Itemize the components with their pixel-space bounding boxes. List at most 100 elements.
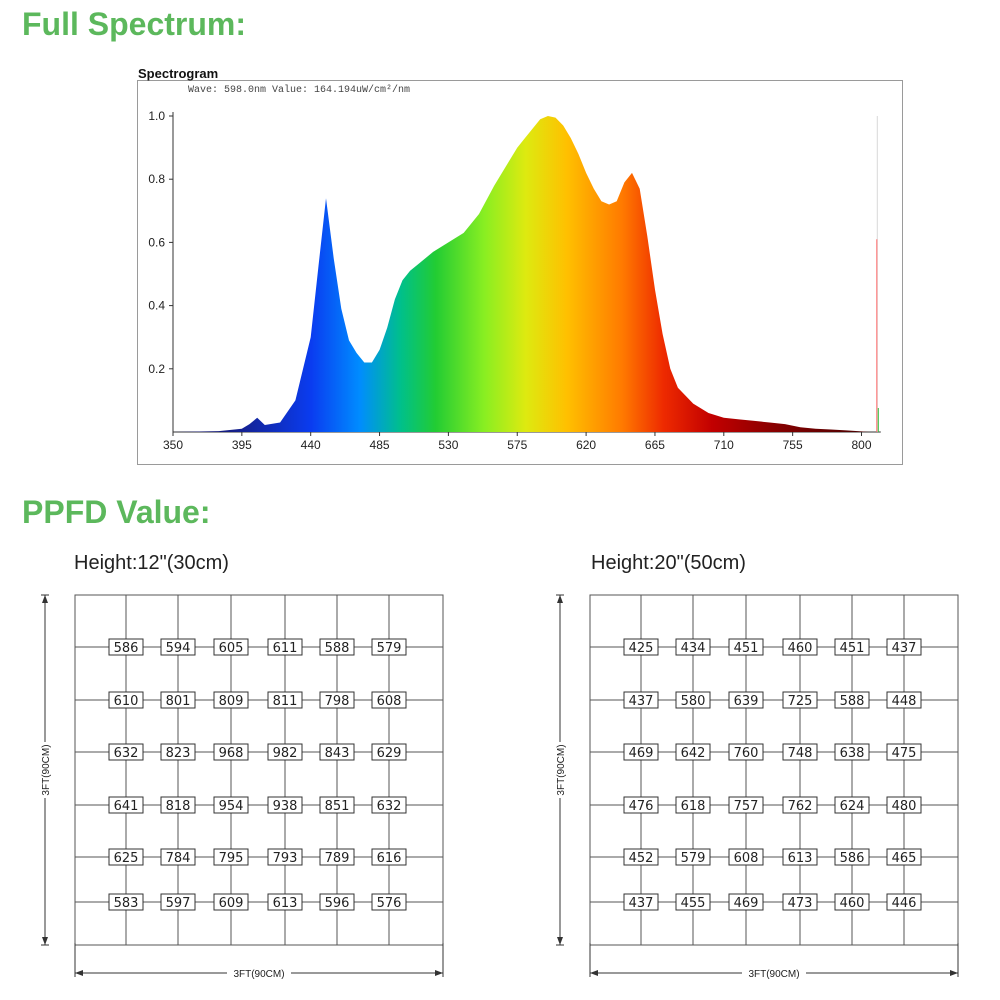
ppfd-value: 594: [166, 641, 191, 656]
ppfd-cell-box: [623, 691, 659, 709]
ppfd-value: 818: [166, 799, 191, 814]
ppfd-value: 823: [166, 746, 191, 761]
ppfd-value: 596: [325, 896, 350, 911]
ppfd-cell-box: [675, 848, 711, 866]
ppfd-value: 784: [166, 851, 191, 866]
y-tick-label: 0.4: [148, 299, 165, 313]
arrow-up-icon: [42, 595, 48, 603]
ppfd-value: 437: [629, 896, 654, 911]
ppfd-value: 843: [325, 746, 350, 761]
ppfd-cell-box: [267, 796, 303, 814]
grid-frame: [74, 594, 444, 946]
ppfd-value: 605: [219, 641, 244, 656]
ppfd-cell-box: [728, 743, 764, 761]
arrow-left-icon: [75, 970, 83, 976]
ppfd-value: 586: [114, 641, 139, 656]
ppfd-grid-20in: 425 434 451 460 451 437 437 580 639 725 588 448 469 6…: [554, 594, 959, 980]
ppfd-value: 469: [629, 746, 654, 761]
ppfd-value: 576: [377, 896, 402, 911]
grid-title-12in: Height:12"(30cm): [74, 552, 229, 574]
ppfd-cell-box: [319, 796, 355, 814]
spectrum-chart: 350 395 440 485 530 575 620 665 710 755 800 0.2 0.4 0…: [148, 109, 881, 452]
height-dimension-label: 3FT(90CM): [41, 744, 52, 795]
ppfd-cell-box: [782, 743, 818, 761]
ppfd-cell-box: [675, 893, 711, 911]
ppfd-value: 641: [114, 799, 139, 814]
ppfd-cell-box: [371, 691, 407, 709]
ppfd-cell-box: [623, 638, 659, 656]
ppfd-value: 618: [681, 799, 706, 814]
full-spectrum-heading: Full Spectrum:: [22, 6, 247, 42]
ppfd-cell-box: [834, 893, 870, 911]
y-tick-label: 1.0: [148, 109, 165, 123]
spectrogram-panel: Spectrogram Wave: 598.0nm Value: 164.194…: [137, 66, 903, 465]
ppfd-cell-box: [623, 848, 659, 866]
width-dimension-label: 3FT(90CM): [233, 969, 284, 980]
ppfd-cell-box: [267, 893, 303, 911]
ppfd-cell-box: [213, 893, 249, 911]
ppfd-value: 580: [681, 694, 706, 709]
ppfd-cell-box: [319, 743, 355, 761]
height-label-bg: [39, 742, 51, 798]
cursor-readout: Wave: 598.0nm Value: 164.194uW/cm²/nm: [188, 85, 411, 96]
ppfd-cell-box: [160, 743, 196, 761]
ppfd-value: 851: [325, 799, 350, 814]
ppfd-cell-box: [886, 691, 922, 709]
ppfd-cell-box: [623, 796, 659, 814]
ppfd-value: 625: [114, 851, 139, 866]
ppfd-value: 610: [114, 694, 139, 709]
ppfd-value: 629: [377, 746, 402, 761]
x-tick-label: 755: [783, 438, 803, 452]
ppfd-cell-box: [160, 848, 196, 866]
ppfd-cell-box: [213, 743, 249, 761]
width-label-bg: [742, 967, 806, 979]
width-label-bg: [227, 967, 291, 979]
ppfd-cell-box: [371, 893, 407, 911]
x-tick-label: 575: [507, 438, 527, 452]
ppfd-value: 639: [734, 694, 759, 709]
width-dimension-label: 3FT(90CM): [748, 969, 799, 980]
ppfd-value: 588: [325, 641, 350, 656]
y-tick-label: 0.6: [148, 235, 165, 249]
ppfd-value: 476: [629, 799, 654, 814]
y-tick-label: 0.2: [148, 362, 165, 376]
spectrogram-title: Spectrogram: [138, 66, 219, 81]
ppfd-cell-box: [728, 638, 764, 656]
ppfd-cell-box: [160, 796, 196, 814]
ppfd-value: 609: [219, 896, 244, 911]
ppfd-value: 632: [114, 746, 139, 761]
x-tick-label: 665: [645, 438, 665, 452]
ppfd-cell-box: [213, 638, 249, 656]
ppfd-value: 588: [840, 694, 865, 709]
x-tick-label: 395: [232, 438, 252, 452]
ppfd-cell-box: [886, 743, 922, 761]
ppfd-value: 460: [840, 896, 865, 911]
ppfd-cell-box: [782, 848, 818, 866]
ppfd-cell-box: [160, 691, 196, 709]
ppfd-value: 480: [892, 799, 917, 814]
ppfd-value: 762: [788, 799, 813, 814]
x-tick-label: 620: [576, 438, 596, 452]
ppfd-value: 954: [219, 799, 244, 814]
ppfd-value: 425: [629, 641, 654, 656]
ppfd-value: 613: [788, 851, 813, 866]
ppfd-cell-box: [728, 848, 764, 866]
ppfd-cell-box: [834, 743, 870, 761]
ppfd-value: 437: [629, 694, 654, 709]
ppfd-cell-box: [371, 848, 407, 866]
ppfd-value: 793: [273, 851, 298, 866]
ppfd-value: 448: [892, 694, 917, 709]
ppfd-value: 434: [681, 641, 706, 656]
ppfd-value: 451: [734, 641, 759, 656]
ppfd-cell-box: [267, 638, 303, 656]
ppfd-cell-box: [728, 893, 764, 911]
ppfd-value: 982: [273, 746, 298, 761]
ppfd-cell-box: [319, 638, 355, 656]
ppfd-cell-box: [834, 848, 870, 866]
grid-title-20in: Height:20"(50cm): [591, 552, 746, 574]
ppfd-value: 608: [734, 851, 759, 866]
y-tick-label: 0.8: [148, 172, 165, 186]
ppfd-cell-box: [319, 893, 355, 911]
ppfd-cell-box: [782, 893, 818, 911]
ppfd-heading: PPFD Value:: [22, 494, 211, 530]
